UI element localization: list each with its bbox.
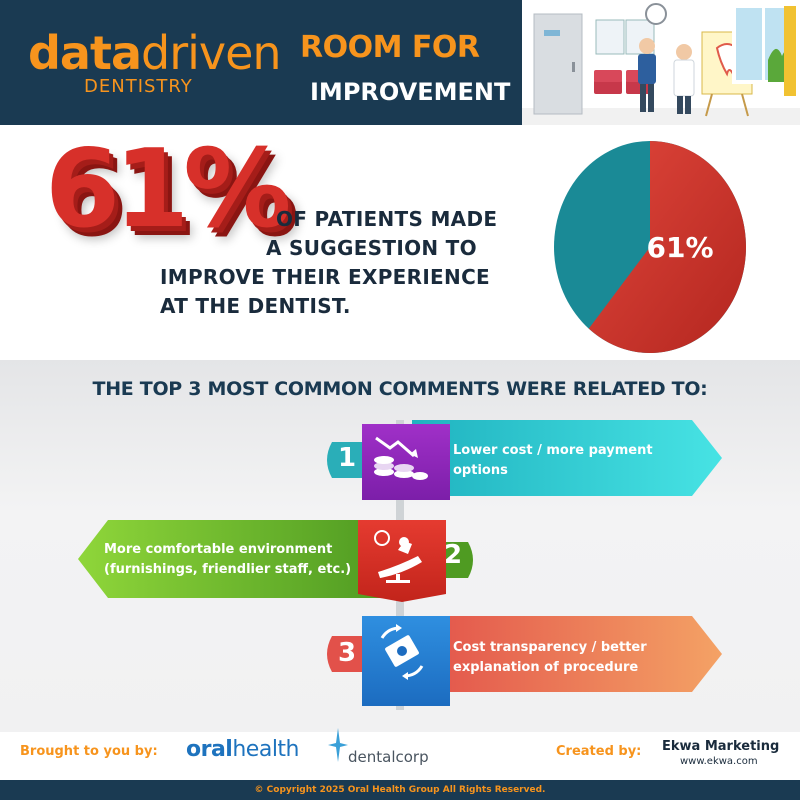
comments-heading: THE TOP 3 MOST COMMON COMMENTS WERE RELA… — [92, 378, 708, 400]
dental-chair-icon — [374, 530, 422, 583]
item-3-number: 3 — [337, 638, 357, 668]
logo: datadriven — [28, 26, 282, 80]
stat-line-1: OF PATIENTS MADE — [276, 207, 498, 231]
page-title-line2: IMPROVEMENT — [310, 78, 511, 106]
comment-item-3 — [327, 616, 722, 706]
waiting-room-illustration — [522, 0, 800, 125]
item-1-line1: Lower cost / more payment — [453, 443, 653, 458]
footer — [0, 732, 800, 780]
creator-name: Ekwa Marketing — [662, 739, 780, 754]
sponsor-oralhealth-logo: oralhealth — [186, 737, 300, 762]
pie-main-slice — [588, 141, 746, 353]
item-2-number: 2 — [443, 540, 463, 570]
pie-label: 61% — [646, 231, 713, 264]
stat-line-4: AT THE DENTIST. — [160, 294, 351, 318]
item-1-number: 1 — [337, 443, 357, 473]
item-1-line2: options — [453, 463, 508, 478]
money-exchange-icon — [380, 624, 424, 680]
comment-item-2 — [78, 520, 473, 602]
copyright-bar: © Copyright 2025 Oral Health Group All R… — [0, 780, 800, 800]
item-2-line1: More comfortable environment — [104, 542, 333, 557]
coins-down-icon — [374, 436, 428, 480]
stat-line-2: A SUGGESTION TO — [266, 236, 477, 260]
created-label: Created by: — [556, 744, 642, 759]
creator-url[interactable]: www.ekwa.com — [680, 756, 758, 767]
stat-line-3: IMPROVE THEIR EXPERIENCE — [160, 265, 491, 289]
page-title-line1: ROOM FOR — [300, 30, 480, 65]
pie-chart: 61% — [554, 141, 746, 353]
sponsor-dentalcorp-logo: dentalcorp — [348, 748, 429, 766]
item-3-line1: Cost transparency / better — [453, 640, 647, 655]
item-2-line2: (furnishings, friendlier staff, etc.) — [104, 562, 352, 577]
brought-label: Brought to you by: — [20, 744, 158, 759]
big-percent: 61% — [45, 127, 292, 252]
logo-subtitle: DENTISTRY — [84, 76, 193, 97]
dentalcorp-star-icon — [328, 728, 348, 762]
item-3-line2: explanation of procedure — [453, 660, 639, 675]
